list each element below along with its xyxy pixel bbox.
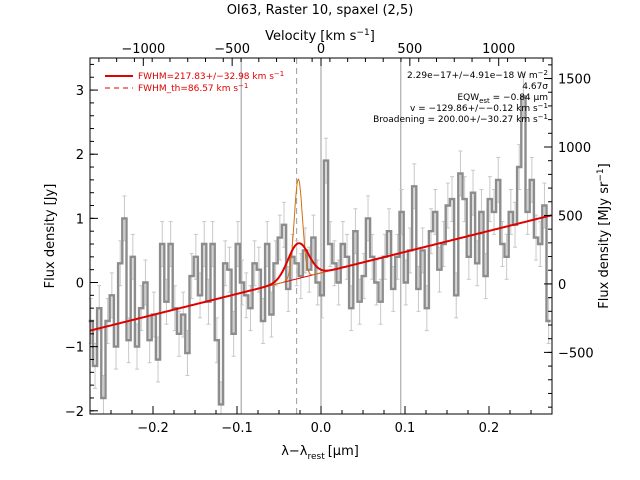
x-axis-label: λ−λrest [μm] xyxy=(281,444,359,462)
x-tick-label: 0.1 xyxy=(395,421,416,436)
y-tick-label: −1 xyxy=(65,341,84,356)
top-tick-label: −500 xyxy=(214,42,250,57)
right-tick-label: −500 xyxy=(558,346,594,361)
error-bars xyxy=(88,73,551,415)
x-tick-label: 0.0 xyxy=(311,421,332,436)
annotation-line-flux: 2.29e−17+/−4.91e−18 W m−2 xyxy=(407,69,548,81)
top-tick-label: 0 xyxy=(317,42,325,57)
data-series xyxy=(88,95,551,406)
fit-layer xyxy=(89,178,553,332)
fit-annotations: 2.29e−17+/−4.91e−18 W m−2 4.67σ EQWest =… xyxy=(373,69,548,125)
right-tick-label: 500 xyxy=(558,209,583,224)
y-tick-label: −2 xyxy=(65,405,84,420)
y-axis-right-label: Flux density [MJy sr−1] xyxy=(596,163,612,308)
annotation-velocity: v = −129.86+/−−0.12 km s−1 xyxy=(410,102,548,114)
y-axis-label: Flux density [Jy] xyxy=(43,184,58,289)
x-tick-label: −0.2 xyxy=(137,421,169,436)
guide-lines xyxy=(240,58,402,414)
y-tick-label: 3 xyxy=(76,84,84,99)
right-tick-label: 1000 xyxy=(558,141,591,156)
legend-label-fwhm: FWHM=217.83+/−32.98 km s−1 xyxy=(138,70,284,82)
legend-label-fwhm-th: FWHM_th=86.57 km s−1 xyxy=(138,82,248,94)
legend: FWHM=217.83+/−32.98 km s−1 FWHM_th=86.57… xyxy=(105,70,284,94)
data-histogram xyxy=(88,95,551,406)
annotation-eqw: EQWest = −0.84 μm xyxy=(457,93,548,105)
top-axis-label: Velocity [km s−1] xyxy=(265,28,375,44)
y-tick-label: 1 xyxy=(76,212,84,227)
x-tick-label: 0.2 xyxy=(479,421,500,436)
annotation-broadening: Broadening = 200.00+/−30.27 km s−1 xyxy=(373,113,548,125)
fit-curve xyxy=(89,214,552,332)
annotation-sigma: 4.67σ xyxy=(522,82,548,92)
y-tick-label: 0 xyxy=(76,277,84,292)
top-tick-label: −1000 xyxy=(121,42,165,57)
top-tick-label: 500 xyxy=(397,42,422,57)
right-tick-label: 1500 xyxy=(558,73,591,88)
y-tick-label: 2 xyxy=(76,148,84,163)
right-tick-label: 0 xyxy=(558,278,566,293)
axis-ticks: −0.2 −0.1 0.0 0.1 0.2 −2 −1 0 1 2 3 −1000 −500 0 500 10… xyxy=(65,42,594,436)
thermal-component xyxy=(268,178,328,287)
x-tick-label: −0.1 xyxy=(221,421,253,436)
chart-title: OI63, Raster 10, spaxel (2,5) xyxy=(227,3,414,18)
top-tick-label: 1000 xyxy=(482,42,515,57)
